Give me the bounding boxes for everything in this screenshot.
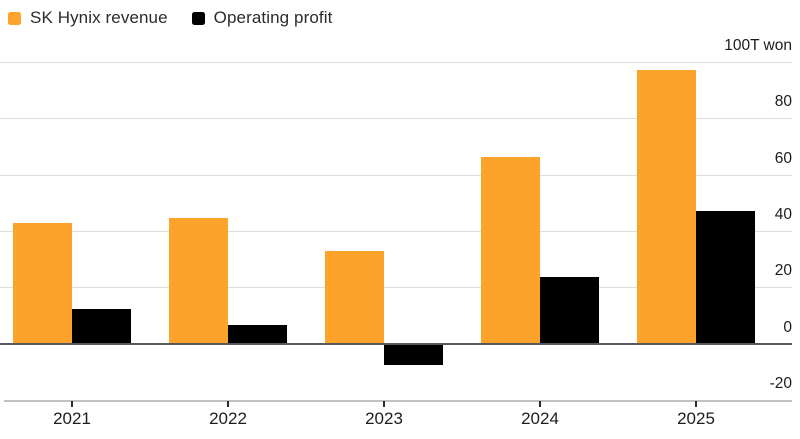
- x-tick-label-2025: 2025: [677, 409, 715, 428]
- x-tick-2025: [695, 401, 697, 407]
- gridline-60: [0, 174, 792, 176]
- bar-revenue-2022: [169, 218, 228, 344]
- gridline-80: [0, 118, 792, 120]
- y-axis-unit-label: 100T won: [724, 37, 792, 54]
- y-tick-label--20: -20: [769, 375, 792, 392]
- legend-swatch-revenue-icon: [8, 11, 21, 25]
- bar-operating-profit-2021: [72, 308, 131, 344]
- legend-item-operating-profit: Operating profit: [191, 8, 333, 28]
- bar-revenue-2024: [481, 157, 540, 344]
- gridline-20: [0, 287, 792, 289]
- bar-revenue-2023: [325, 251, 384, 344]
- x-tick-2021: [71, 401, 73, 407]
- gridline-100: [0, 62, 792, 63]
- x-tick-label-2021: 2021: [53, 409, 91, 428]
- zero-line: [0, 342, 792, 345]
- x-tick-label-2024: 2024: [521, 409, 559, 428]
- y-tick-label-80: 80: [774, 93, 792, 111]
- y-tick-label-0: 0: [783, 318, 792, 336]
- x-tick-2024: [539, 401, 541, 407]
- gridline-40: [0, 231, 792, 232]
- bar-revenue-2021: [13, 222, 72, 344]
- legend-swatch-operating-profit-icon: [191, 11, 205, 25]
- bar-operating-profit-2023: [384, 343, 443, 366]
- legend-label-revenue: SK Hynix revenue: [30, 8, 168, 27]
- y-tick-label-40: 40: [774, 206, 792, 223]
- chart-legend: SK Hynix revenue Operating profit: [8, 8, 332, 28]
- x-axis-line: [4, 400, 792, 402]
- bar-operating-profit-2022: [228, 324, 287, 344]
- x-tick-2022: [227, 401, 229, 407]
- y-tick-label-20: 20: [774, 262, 792, 280]
- x-tick-label-2022: 2022: [209, 409, 247, 428]
- bar-operating-profit-2025: [696, 211, 755, 344]
- bar-operating-profit-2024: [540, 277, 599, 344]
- y-tick-label-60: 60: [774, 149, 792, 167]
- legend-label-operating-profit: Operating profit: [213, 8, 333, 27]
- x-tick-2023: [383, 401, 385, 407]
- legend-item-revenue: SK Hynix revenue: [8, 8, 168, 28]
- x-tick-label-2023: 2023: [365, 409, 403, 428]
- bar-revenue-2025: [637, 70, 696, 344]
